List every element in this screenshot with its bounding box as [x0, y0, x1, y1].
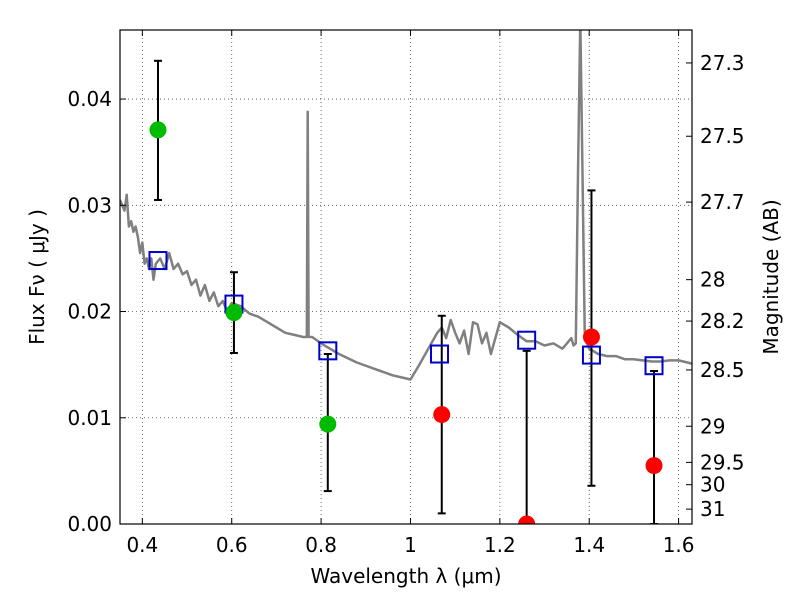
x-axis-label: Wavelength λ (μm) [310, 564, 501, 588]
model-spectrum-line [120, 30, 692, 381]
plot-frame [119, 29, 693, 525]
right-tick-label: 27.3 [700, 51, 745, 75]
observed-circle-point [645, 457, 663, 475]
x-tick-label: 0.4 [126, 533, 158, 557]
right-axis-label: Magnitude (AB) [759, 199, 783, 354]
right-tick-label: 28.5 [700, 358, 745, 382]
y-axis-label: Flux Fν ( μJy ) [25, 209, 49, 345]
model-square-point [644, 356, 664, 376]
observed-circle-point [582, 328, 600, 346]
model-square-point [581, 345, 601, 365]
y-tick-label: 0.03 [67, 193, 112, 217]
y-tick-label: 0.01 [67, 406, 112, 430]
model-square-point [318, 341, 338, 361]
observed-circle-point [518, 515, 536, 524]
y-tick-label: 0.02 [67, 300, 112, 324]
observed-circle-point [149, 121, 167, 139]
model-square-point [517, 330, 537, 350]
right-tick-label: 29.5 [700, 450, 745, 474]
observed-circle-point [225, 304, 243, 322]
right-tick-label: 28.2 [700, 309, 745, 333]
model-square-point [430, 344, 450, 364]
series-layer [120, 30, 692, 524]
model-square-point [148, 251, 168, 271]
y-tick-label: 0.00 [67, 512, 112, 536]
x-tick-label: 0.8 [305, 533, 337, 557]
x-tick-label: 1.4 [573, 533, 605, 557]
right-tick-label: 29 [700, 414, 725, 438]
observed-circle-point [433, 406, 451, 424]
right-tick-label: 31 [700, 497, 725, 521]
right-tick-label: 27.7 [700, 190, 745, 214]
observed-circle-point [319, 415, 337, 433]
x-tick-label: 1.6 [663, 533, 695, 557]
right-tick-label: 28 [700, 268, 725, 292]
grid-layer [120, 30, 692, 525]
y-tick-label: 0.04 [67, 87, 112, 111]
x-tick-label: 1.2 [484, 533, 516, 557]
right-tick-label: 30 [700, 473, 725, 497]
x-tick-label: 1 [404, 533, 417, 557]
x-tick-label: 0.6 [216, 533, 248, 557]
right-tick-label: 27.5 [700, 124, 745, 148]
tick-layer: 0.4 0.6 0.8 1 1.2 1.4 1.6 0.00 0.01 0.02 0.03 0.04 2… [67, 30, 745, 557]
